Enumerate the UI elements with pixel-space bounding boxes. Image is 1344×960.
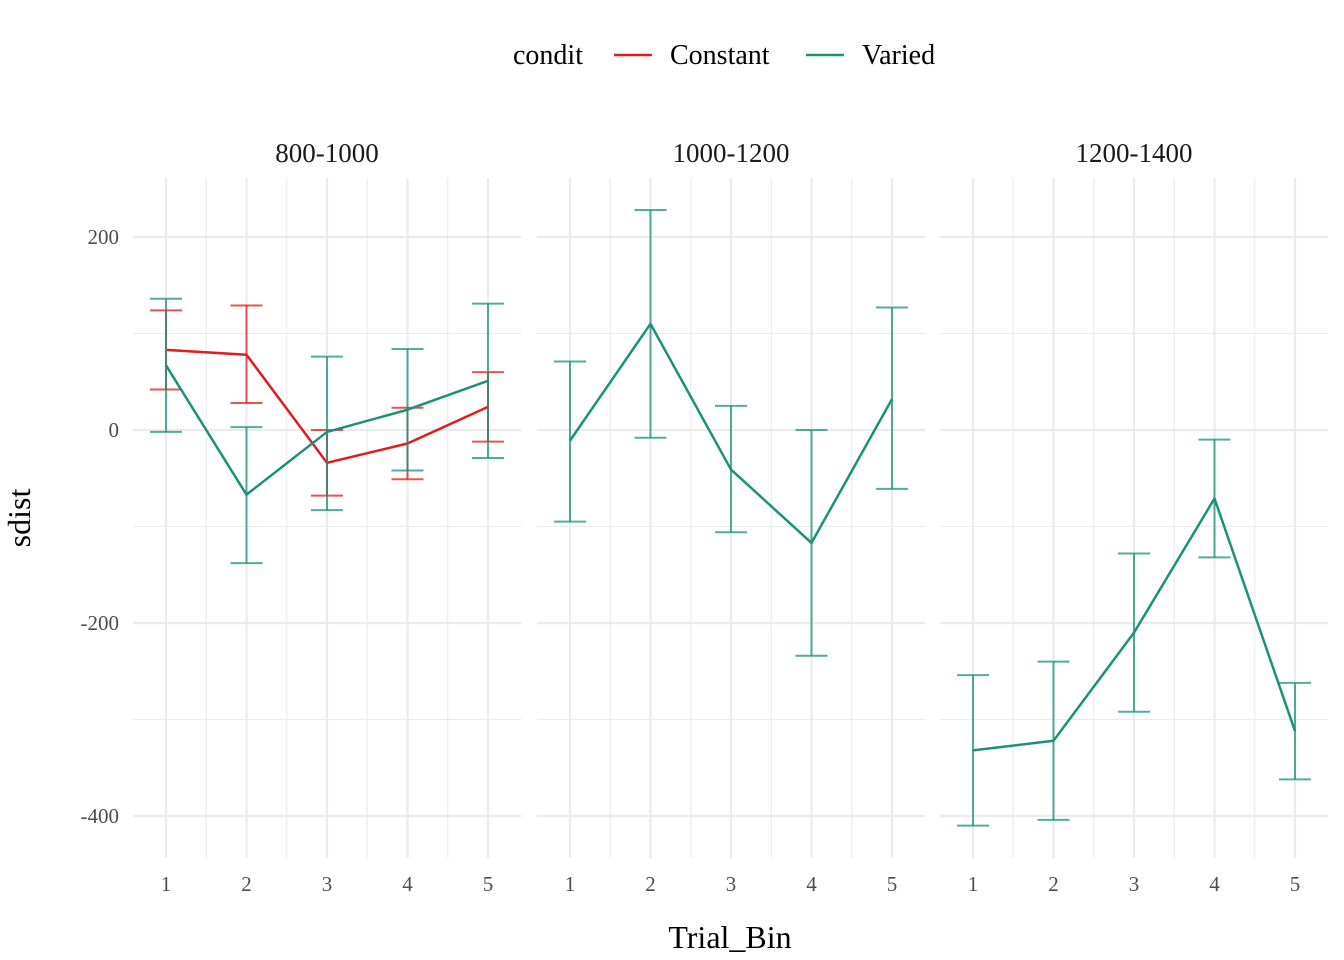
facet-1000-1200: 1 2 3 4 5 1000-1200 — [537, 138, 925, 896]
x-tick-label: 3 — [1129, 872, 1140, 896]
x-tick-label: 1 — [968, 872, 979, 896]
facet-label: 1000-1200 — [673, 138, 790, 168]
series-line — [972, 497, 1297, 752]
x-tick-label: 2 — [1048, 872, 1059, 896]
series-varied — [150, 297, 504, 565]
facets: 1 2 3 4 5 800-1000 1 2 3 4 5 1000-1200 1 2 3 4 5 1200-140… — [133, 138, 1328, 896]
error-bar — [472, 302, 504, 459]
x-tick-label: 5 — [483, 872, 494, 896]
y-tick-label: -200 — [81, 611, 120, 635]
x-tick-label: 5 — [1290, 872, 1301, 896]
x-tick-label: 4 — [402, 872, 413, 896]
x-tick-label: 4 — [806, 872, 817, 896]
legend: condit Constant Varied — [513, 40, 935, 71]
series-varied — [554, 208, 908, 657]
x-tick-label: 3 — [726, 872, 737, 896]
y-tick-label: -400 — [81, 804, 120, 828]
x-tick-label: 2 — [241, 872, 252, 896]
error-bar — [876, 306, 908, 490]
series-line — [568, 322, 894, 545]
facet-800-1000: 1 2 3 4 5 800-1000 — [133, 138, 521, 896]
series-varied — [957, 438, 1311, 827]
series-line — [164, 364, 489, 496]
y-tick-label: 0 — [109, 418, 120, 442]
x-axis-title: Trial_Bin — [668, 919, 791, 955]
legend-label-constant: Constant — [670, 40, 770, 71]
facet-1200-1400: 1 2 3 4 5 1200-1400 — [940, 138, 1328, 896]
y-axis: 200 0 -200 -400 — [81, 225, 120, 828]
error-bar — [554, 360, 586, 523]
y-axis-title: sdist — [1, 489, 37, 548]
x-tick-label: 2 — [645, 872, 656, 896]
y-tick-label: 200 — [88, 225, 120, 249]
x-tick-label: 5 — [887, 872, 898, 896]
x-tick-label: 3 — [322, 872, 333, 896]
x-tick-label: 1 — [565, 872, 576, 896]
x-tick-label: 4 — [1209, 872, 1220, 896]
legend-label-varied: Varied — [862, 40, 935, 71]
facet-label: 800-1000 — [275, 138, 379, 168]
legend-title: condit — [513, 40, 583, 71]
x-tick-label: 1 — [161, 872, 172, 896]
facet-label: 1200-1400 — [1076, 138, 1193, 168]
